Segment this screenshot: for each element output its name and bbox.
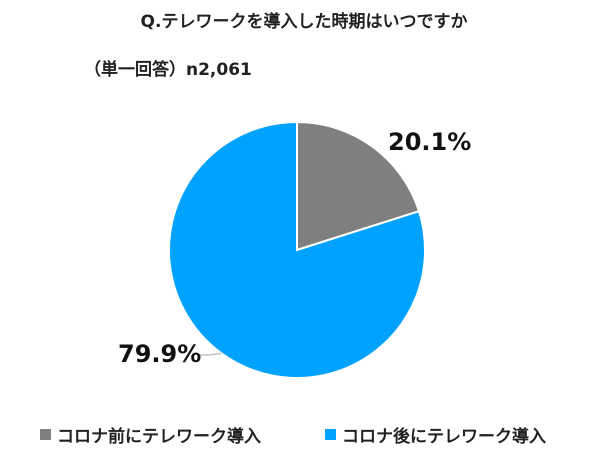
pie-slice-1 <box>168 120 426 379</box>
legend-swatch-blue <box>325 429 336 440</box>
legend-label: コロナ前にテレワーク導入 <box>57 427 261 447</box>
legend-label: コロナ後にテレワーク導入 <box>342 427 546 447</box>
data-label-slice-1: 79.9% <box>118 340 201 368</box>
legend-item-before-covid: コロナ前にテレワーク導入 <box>40 422 261 447</box>
chart-subtitle: （単一回答）n2,061 <box>84 60 252 80</box>
legend-item-after-covid: コロナ後にテレワーク導入 <box>325 422 546 447</box>
chart-legend: コロナ前にテレワーク導入 コロナ後にテレワーク導入 <box>0 418 608 448</box>
leader-line-slice-1 <box>198 352 222 356</box>
legend-swatch-gray <box>40 429 51 440</box>
data-label-slice-0: 20.1% <box>388 128 471 156</box>
chart-title: Q.テレワークを導入した時期はいつですか <box>140 12 468 32</box>
pie-slice-0 <box>296 120 421 252</box>
